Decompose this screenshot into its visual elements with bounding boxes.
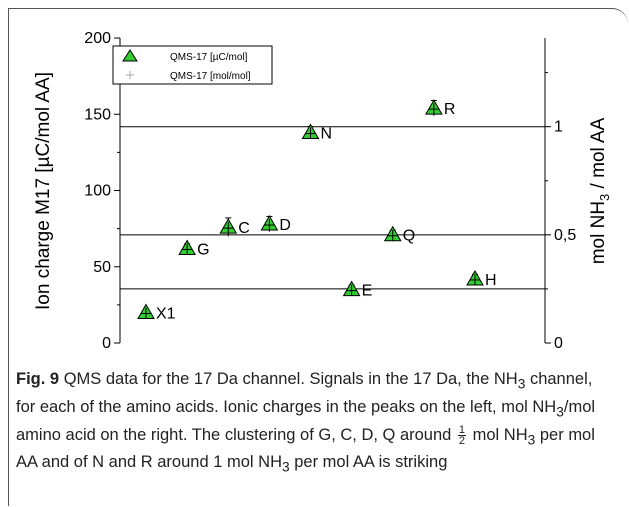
y-tick-left-label: 0 — [102, 335, 111, 352]
caption-text: per mol AA and of N and R around 1 mol N… — [16, 425, 595, 472]
fraction-numerator: 1 — [457, 423, 467, 436]
caption-text: mol NH — [468, 425, 528, 444]
legend-entry-molmol: QMS-17 [mol/mol] — [170, 71, 251, 82]
caption-subscript: 3 — [556, 404, 564, 420]
data-point-label: Q — [403, 228, 415, 245]
caption-subscript: 3 — [527, 431, 536, 447]
y-tick-right-label: 0,5 — [554, 227, 576, 244]
y-tick-right-label: 0 — [554, 335, 563, 352]
data-point-label: C — [238, 220, 250, 237]
figure-caption: Fig. 9 QMS data for the 17 Da channel. S… — [16, 368, 616, 479]
chart: 0 50 100 150 200 0 0,5 1 X1 G C D N E Q R H QMS-17 [µC… — [33, 30, 612, 352]
data-point-label: E — [362, 283, 373, 300]
figure-frame — [8, 8, 628, 506]
figure-label: Fig. 9 — [16, 370, 60, 388]
y-tick-left-label: 150 — [84, 106, 111, 123]
data-point-label: H — [485, 272, 497, 289]
data-point-label: N — [321, 126, 333, 143]
data-point-label: X1 — [156, 306, 176, 323]
caption-subscript: 3 — [517, 376, 526, 392]
data-point-label: G — [197, 241, 209, 258]
legend-marker-triangle — [122, 49, 138, 62]
y-axis-left-title: Ion charge M17 [µC/mol AA] — [33, 72, 54, 310]
y-tick-left-label: 100 — [84, 183, 111, 200]
data-point-label: R — [444, 101, 456, 118]
y-axis-right-title: mol NH3 / mol AA — [588, 117, 612, 264]
legend: QMS-17 [µC/mol] QMS-17 [mol/mol] — [112, 45, 273, 85]
caption-text: per mol AA is striking — [289, 453, 448, 472]
fraction-denominator: 2 — [458, 434, 466, 447]
data-point-label: D — [279, 217, 291, 234]
legend-entry-ucmol: QMS-17 [µC/mol] — [170, 52, 248, 63]
y-tick-left-label: 50 — [93, 259, 111, 276]
caption-text: /mol amino acid on the right. The cluste… — [16, 397, 596, 444]
y-tick-right-label: 1 — [554, 119, 563, 136]
y-tick-left-label: 200 — [84, 30, 111, 47]
caption-text: channel, for each of the amino acids. Io… — [16, 370, 593, 416]
caption-text: QMS data for the 17 Da channel. Signals … — [63, 370, 518, 388]
caption-subscript: 3 — [281, 459, 290, 475]
